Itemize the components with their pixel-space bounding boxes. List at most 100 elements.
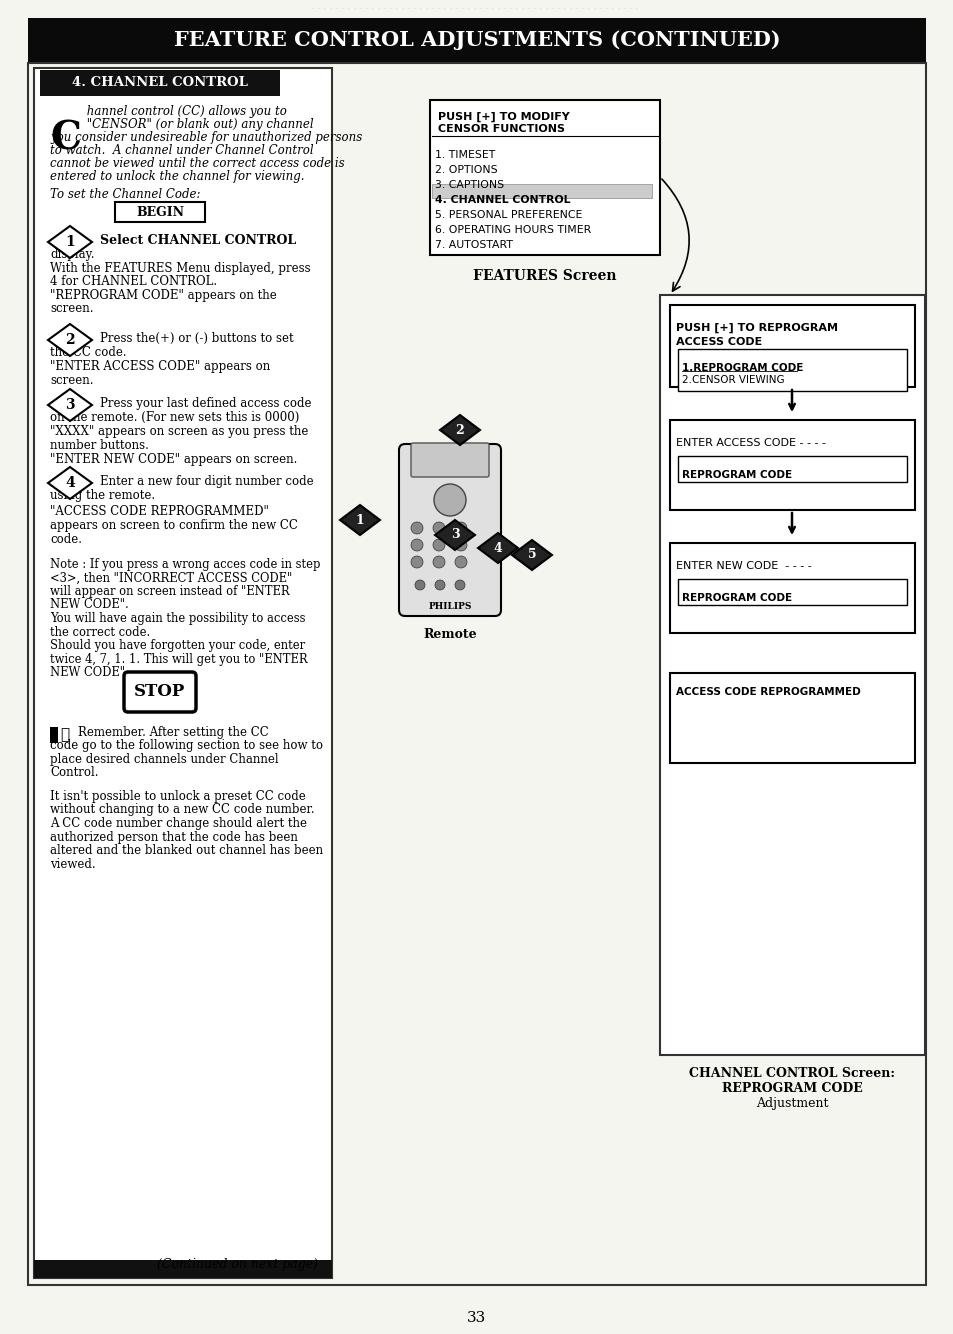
Text: 2. OPTIONS: 2. OPTIONS — [435, 165, 497, 175]
Text: ACCESS CODE REPROGRAMMED: ACCESS CODE REPROGRAMMED — [676, 687, 860, 696]
Text: ☞: ☞ — [60, 728, 69, 742]
Circle shape — [455, 580, 464, 590]
Bar — [678, 456, 906, 482]
Text: "ACCESS CODE REPROGRAMMED": "ACCESS CODE REPROGRAMMED" — [50, 506, 269, 518]
Bar — [430, 100, 659, 255]
Text: "ENTER ACCESS CODE" appears on: "ENTER ACCESS CODE" appears on — [50, 360, 270, 374]
Bar — [28, 17, 925, 61]
Text: "ENTER NEW CODE" appears on screen.: "ENTER NEW CODE" appears on screen. — [50, 454, 297, 466]
Polygon shape — [512, 540, 552, 570]
Text: altered and the blanked out channel has been: altered and the blanked out channel has … — [50, 844, 323, 856]
Polygon shape — [439, 415, 479, 446]
FancyBboxPatch shape — [398, 444, 500, 616]
Polygon shape — [435, 520, 475, 550]
Bar — [50, 727, 58, 743]
Text: hannel control (CC) allows you to: hannel control (CC) allows you to — [83, 105, 287, 117]
Bar — [678, 579, 906, 606]
Text: cannot be viewed until the correct access code is: cannot be viewed until the correct acces… — [50, 157, 344, 169]
Text: place desired channels under Channel: place desired channels under Channel — [50, 752, 278, 766]
Text: code.: code. — [50, 534, 82, 546]
FancyBboxPatch shape — [411, 443, 489, 478]
Text: the correct code.: the correct code. — [50, 626, 150, 639]
Text: appears on screen to confirm the new CC: appears on screen to confirm the new CC — [50, 519, 297, 532]
Text: 33: 33 — [467, 1311, 486, 1325]
Text: the CC code.: the CC code. — [50, 346, 127, 359]
Bar — [669, 420, 914, 510]
Bar — [40, 69, 280, 96]
Text: 2.CENSOR VIEWING: 2.CENSOR VIEWING — [681, 375, 783, 386]
Bar — [34, 1261, 332, 1278]
Polygon shape — [48, 390, 91, 422]
Text: Note : If you press a wrong acces code in step: Note : If you press a wrong acces code i… — [50, 558, 320, 571]
Text: twice 4, 7, 1. 1. This will get you to "ENTER: twice 4, 7, 1. 1. This will get you to "… — [50, 652, 307, 666]
Circle shape — [455, 539, 467, 551]
Polygon shape — [477, 534, 517, 563]
Text: screen.: screen. — [50, 301, 93, 315]
Bar — [659, 295, 924, 1055]
Text: 1.REPROGRAM CODE: 1.REPROGRAM CODE — [681, 363, 802, 374]
Text: without changing to a new CC code number.: without changing to a new CC code number… — [50, 803, 314, 816]
Circle shape — [433, 539, 444, 551]
Text: With the FEATURES Menu displayed, press: With the FEATURES Menu displayed, press — [50, 261, 311, 275]
Text: REPROGRAM CODE: REPROGRAM CODE — [681, 470, 791, 480]
Bar — [669, 672, 914, 763]
Text: FEATURE CONTROL ADJUSTMENTS (CONTINUED): FEATURE CONTROL ADJUSTMENTS (CONTINUED) — [173, 29, 780, 49]
Text: ENTER ACCESS CODE - - - -: ENTER ACCESS CODE - - - - — [676, 438, 825, 448]
Text: 3: 3 — [450, 528, 458, 542]
Text: 4: 4 — [493, 542, 502, 555]
Text: PUSH [+] TO MODIFY: PUSH [+] TO MODIFY — [437, 112, 569, 123]
Text: 4 for CHANNEL CONTROL.: 4 for CHANNEL CONTROL. — [50, 275, 217, 288]
Bar — [115, 201, 205, 221]
Polygon shape — [48, 467, 91, 499]
Text: 5: 5 — [527, 548, 536, 562]
Text: 4. CHANNEL CONTROL: 4. CHANNEL CONTROL — [72, 76, 248, 89]
Circle shape — [433, 522, 444, 534]
Text: FEATURES Screen: FEATURES Screen — [473, 269, 616, 283]
Text: BEGIN: BEGIN — [136, 205, 184, 219]
Text: "XXXX" appears on screen as you press the: "XXXX" appears on screen as you press th… — [50, 426, 308, 438]
Text: you consider undesireable for unauthorized persons: you consider undesireable for unauthoriz… — [50, 131, 362, 144]
Text: ENTER NEW CODE  - - - -: ENTER NEW CODE - - - - — [676, 562, 811, 571]
Text: C: C — [50, 120, 81, 157]
Text: number buttons.: number buttons. — [50, 439, 149, 452]
Text: on the remote. (For new sets this is 0000): on the remote. (For new sets this is 000… — [50, 411, 299, 424]
Bar — [432, 184, 651, 197]
Text: Press your last defined access code: Press your last defined access code — [100, 398, 312, 410]
Text: "CENSOR" (or blank out) any channel: "CENSOR" (or blank out) any channel — [83, 117, 314, 131]
Text: STOP: STOP — [134, 683, 186, 700]
Text: entered to unlock the channel for viewing.: entered to unlock the channel for viewin… — [50, 169, 304, 183]
Polygon shape — [339, 506, 379, 535]
Text: Should you have forgotten your code, enter: Should you have forgotten your code, ent… — [50, 639, 305, 652]
Bar — [669, 305, 914, 387]
Text: 4: 4 — [65, 476, 74, 490]
Bar — [678, 350, 906, 391]
Text: authorized person that the code has been: authorized person that the code has been — [50, 831, 297, 843]
Text: screen.: screen. — [50, 374, 93, 387]
Circle shape — [455, 522, 467, 534]
Text: Press the(+) or (-) buttons to set: Press the(+) or (-) buttons to set — [100, 332, 294, 346]
Text: (Continued on next page): (Continued on next page) — [157, 1258, 317, 1271]
Text: using the remote.: using the remote. — [50, 490, 155, 502]
Text: 1. TIMESET: 1. TIMESET — [435, 149, 495, 160]
Text: It isn't possible to unlock a preset CC code: It isn't possible to unlock a preset CC … — [50, 790, 305, 803]
Text: 7. AUTOSTART: 7. AUTOSTART — [435, 240, 513, 249]
Text: REPROGRAM CODE: REPROGRAM CODE — [720, 1082, 862, 1095]
Text: code go to the following section to see how to: code go to the following section to see … — [50, 739, 323, 752]
Text: CENSOR FUNCTIONS: CENSOR FUNCTIONS — [437, 124, 564, 133]
Circle shape — [411, 539, 422, 551]
Text: 1: 1 — [355, 514, 364, 527]
Bar — [34, 68, 332, 1278]
Text: to watch.  A channel under Channel Control: to watch. A channel under Channel Contro… — [50, 144, 314, 157]
Text: PHILIPS: PHILIPS — [428, 602, 471, 611]
Text: 2: 2 — [65, 334, 74, 347]
Text: Remote: Remote — [423, 628, 476, 642]
FancyArrowPatch shape — [661, 179, 688, 291]
Text: will appear on screen instead of "ENTER: will appear on screen instead of "ENTER — [50, 586, 290, 598]
Text: 3. CAPTIONS: 3. CAPTIONS — [435, 180, 503, 189]
Circle shape — [411, 522, 422, 534]
Text: 1: 1 — [65, 235, 74, 249]
Text: CHANNEL CONTROL Screen:: CHANNEL CONTROL Screen: — [688, 1067, 894, 1081]
Circle shape — [434, 484, 465, 516]
Text: A CC code number change should alert the: A CC code number change should alert the — [50, 816, 307, 830]
FancyBboxPatch shape — [124, 672, 195, 712]
